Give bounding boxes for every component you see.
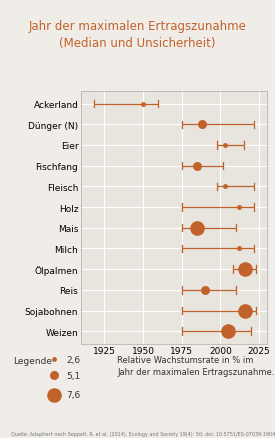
Text: 5,1: 5,1: [67, 371, 81, 380]
Text: 7,6: 7,6: [67, 390, 81, 399]
Text: Jahr der maximalen Ertragszunahme
(Median und Unsicherheit): Jahr der maximalen Ertragszunahme (Media…: [29, 20, 246, 49]
Text: Quelle: Adaptiert nach Seppelt, R. et al. (2014). Ecology and Society 19(4): 50;: Quelle: Adaptiert nach Seppelt, R. et al…: [11, 431, 275, 436]
Text: 2,6: 2,6: [67, 355, 81, 364]
Text: Legende: Legende: [13, 357, 53, 365]
Text: Relative Wachstumsrate in % im
Jahr der maximalen Ertragszunahme.: Relative Wachstumsrate in % im Jahr der …: [117, 356, 275, 376]
